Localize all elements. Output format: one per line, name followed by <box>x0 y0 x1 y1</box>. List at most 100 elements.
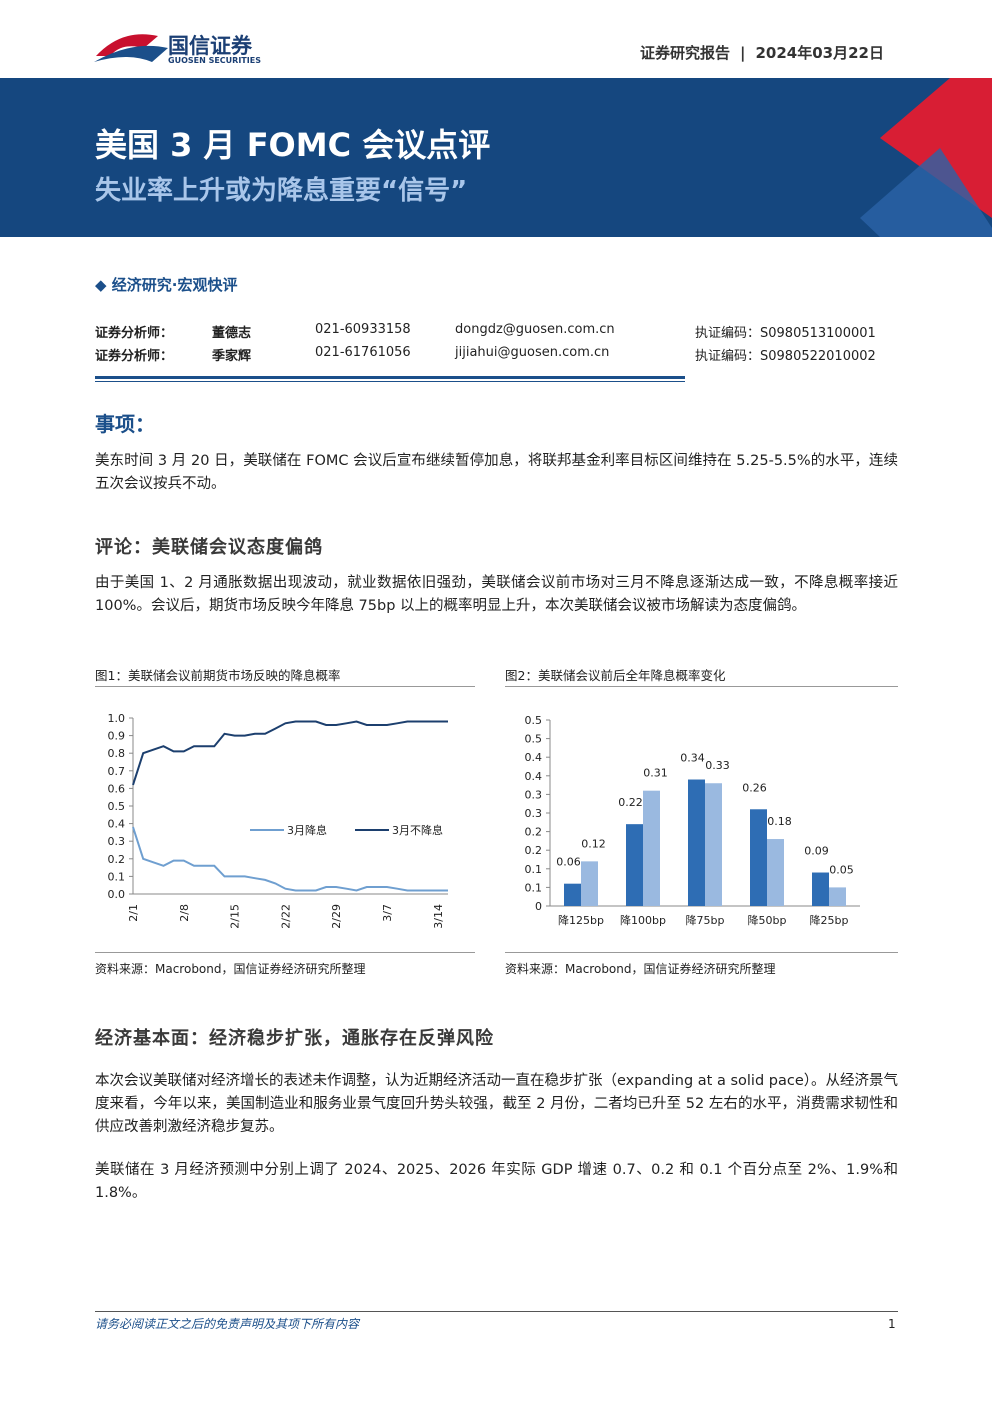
y-tick-label: 0.1 <box>525 881 543 894</box>
x-tick-label: 2/22 <box>279 904 292 929</box>
paragraph: 由于美国 1、2 月通胀数据出现波动，就业数据依旧强劲，美联储会议前市场对三月不… <box>95 575 898 614</box>
page-number: 1 <box>888 1317 896 1331</box>
data-label: 0.31 <box>643 767 668 780</box>
analyst-cell: 证券分析师： <box>95 349 174 364</box>
x-tick-label: 2/8 <box>178 904 191 922</box>
line <box>132 720 448 786</box>
y-tick-label: 0.3 <box>108 835 126 848</box>
brand-en: GUOSEN SECURITIES <box>168 56 261 65</box>
section-heading: 事项： <box>95 412 155 436</box>
x-tick-label: 降50bp <box>748 913 787 927</box>
y-tick-label: 0.5 <box>525 714 543 727</box>
x-tick-label: 2/29 <box>330 904 343 929</box>
data-label: 0.34 <box>680 752 705 765</box>
y-tick-label: 0.2 <box>525 826 543 839</box>
y-tick-label: 0.9 <box>108 730 126 743</box>
data-label: 0.05 <box>829 863 854 876</box>
y-tick-label: 0.8 <box>108 747 126 760</box>
brand: 国信证券 <box>168 34 252 58</box>
analyst-cell: 董德志 <box>212 326 252 341</box>
rule-thick <box>95 376 685 379</box>
bar <box>643 790 660 906</box>
figure-caption: 图1：美联储会议前期货市场反映的降息概率 <box>95 668 341 683</box>
paragraph: 美东时间 3 月 20 日，美联储在 FOMC 会议后宣布继续暂停加息，将联邦基… <box>95 453 898 492</box>
bar <box>812 872 829 906</box>
data-label: 0.09 <box>804 845 829 858</box>
y-tick-label: 0.1 <box>108 870 126 883</box>
y-tick-label: 0.5 <box>525 733 543 746</box>
chart: 0 0.1 0.1 0.2 0.2 0.3 0.3 0.4 0.4 0.5 0.5 降125bp 0.0… <box>525 714 860 927</box>
analyst-cell: jijiahui@guosen.com.cn <box>455 345 610 360</box>
section-heading: 评论：美联储会议态度偏鸽 <box>95 537 323 558</box>
y-tick-label: 0.0 <box>108 888 126 901</box>
data-label: 0.12 <box>581 837 606 850</box>
y-tick-label: 0.2 <box>525 844 543 857</box>
separator: | <box>740 44 746 62</box>
rule <box>505 952 898 953</box>
y-tick-label: 0.4 <box>525 751 543 764</box>
banner: 美国 3 月 FOMC 会议点评 失业率上升或为降息重要“信号” <box>0 78 992 237</box>
legend-label: 3月降息 <box>287 823 327 837</box>
bar <box>767 839 784 906</box>
analyst-cell: 执证编码：S0980513100001 <box>695 326 876 341</box>
legend-label: 3月不降息 <box>392 823 443 837</box>
analyst-cell: 执证编码：S0980522010002 <box>695 349 876 364</box>
data-label: 0.18 <box>767 815 792 828</box>
rule-thin <box>95 381 685 382</box>
footer-rule <box>95 1311 898 1312</box>
figure-caption: 图2：美联储会议前后全年降息概率变化 <box>505 668 726 683</box>
analyst-cell: 021-61761056 <box>315 345 411 360</box>
data-label: 0.26 <box>742 781 767 794</box>
x-tick-label: 2/1 <box>127 904 140 922</box>
figure-source: 资料来源：Macrobond，国信证券经济研究所整理 <box>505 962 776 976</box>
figure-source: 资料来源：Macrobond，国信证券经济研究所整理 <box>95 962 366 976</box>
bar <box>750 809 767 906</box>
analyst-cell: 证券分析师： <box>95 326 174 341</box>
banner-shape <box>860 78 992 237</box>
y-tick-label: 1.0 <box>108 712 126 725</box>
category: ◆ 经济研究·宏观快评 <box>95 276 238 294</box>
y-tick-label: 0.7 <box>108 765 126 778</box>
x-tick-label: 3/14 <box>432 904 445 929</box>
disclaimer: 请务必阅读正文之后的免责声明及其项下所有内容 <box>95 1317 360 1331</box>
x-tick-label: 降25bp <box>810 913 849 927</box>
analyst-cell: 021-60933158 <box>315 322 411 337</box>
y-tick-label: 0.3 <box>525 807 543 820</box>
bar <box>564 883 581 906</box>
report-type-text: 证券研究报告 <box>640 44 731 62</box>
rule <box>95 952 475 953</box>
chart: 0.0 0.1 0.2 0.3 0.4 0.5 0.6 0.7 0.8 0.9 1.0 2/1 2/8 2… <box>108 712 448 929</box>
y-tick-label: 0.5 <box>108 800 126 813</box>
x-tick-label: 降100bp <box>620 913 666 927</box>
subtitle: 失业率上升或为降息重要“信号” <box>95 176 468 206</box>
section-heading: 经济基本面：经济稳步扩张，通胀存在反弹风险 <box>95 1028 494 1049</box>
rule <box>505 686 898 687</box>
y-tick-label: 0.1 <box>525 863 543 876</box>
bar <box>626 824 643 906</box>
y-tick-label: 0.4 <box>108 818 126 831</box>
rule <box>95 686 475 687</box>
bar <box>829 887 846 906</box>
line <box>132 826 448 892</box>
x-tick-label: 2/15 <box>229 904 242 929</box>
x-tick-label: 3/7 <box>381 904 394 922</box>
data-label: 0.22 <box>618 796 643 809</box>
report-date: 2024年03月22日 <box>755 44 885 62</box>
title: 美国 3 月 FOMC 会议点评 <box>95 126 491 164</box>
data-label: 0.33 <box>705 759 730 772</box>
y-tick-label: 0.6 <box>108 782 126 795</box>
y-tick-label: 0.3 <box>525 788 543 801</box>
x-tick-label: 降125bp <box>558 913 604 927</box>
x-tick-label: 降75bp <box>686 913 725 927</box>
y-tick-label: 0.4 <box>525 770 543 783</box>
analyst-cell: dongdz@guosen.com.cn <box>455 322 615 337</box>
paragraph: 美联储在 3 月经济预测中分别上调了 2024、2025、2026 年实际 GD… <box>95 1162 898 1201</box>
bar <box>705 783 722 906</box>
data-label: 0.06 <box>556 856 581 869</box>
paragraph: 本次会议美联储对经济增长的表述未作调整，认为近期经济活动一直在稳步扩张（expa… <box>95 1073 898 1135</box>
y-tick-label: 0 <box>535 900 542 913</box>
logo-mark <box>94 34 168 62</box>
bar <box>688 779 705 906</box>
y-tick-label: 0.2 <box>108 853 126 866</box>
